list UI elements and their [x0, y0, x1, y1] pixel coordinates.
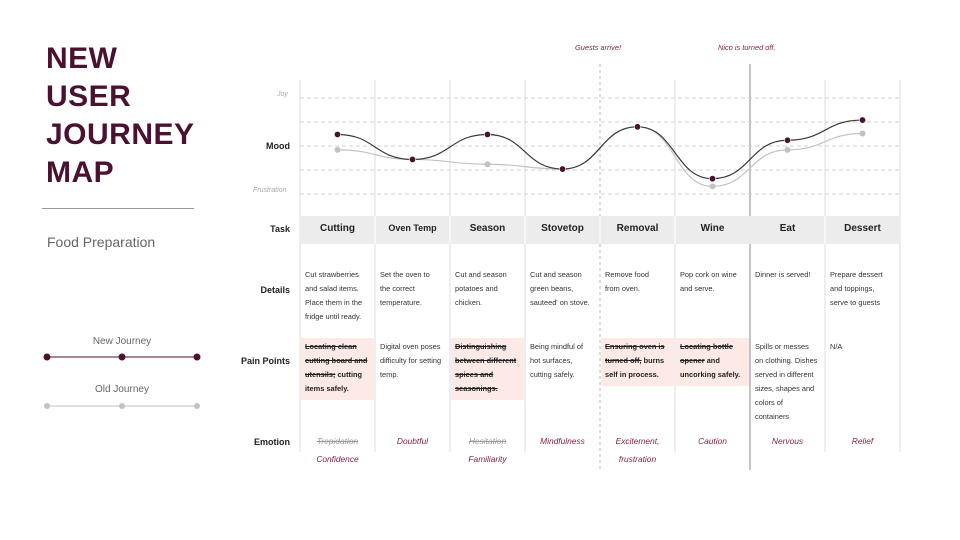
page-title: NEW USER JOURNEY MAP: [46, 40, 226, 192]
task-season: Season: [469, 223, 506, 234]
task-wine: Wine: [700, 223, 725, 234]
legend-old-line: [44, 403, 200, 409]
pain-eat: Spills or messes on clothing. Dishes serve…: [755, 342, 818, 421]
row-label-pain: Pain Points: [240, 356, 290, 366]
guests-arrive-note: Guests arrive!: [575, 43, 622, 52]
emotion-eat: Nervous: [771, 436, 804, 446]
title-line: MAP: [46, 156, 115, 189]
frustration-axis-label: Frustration: [253, 187, 287, 194]
title-divider: [42, 208, 194, 209]
legend-old-label: Old Journey: [95, 384, 149, 395]
row-label-details: Details: [260, 285, 290, 295]
details-oven-temp: Set the oven to the correct temperature.: [380, 270, 430, 307]
new-journey-line: [337, 119, 863, 180]
pain-removal: Ensuring oven is turned off, burns self …: [605, 342, 665, 379]
pain-dessert: N/A: [830, 342, 843, 351]
old-journey-point: [859, 130, 866, 137]
emotion-oven-temp: Doubtful: [396, 436, 429, 446]
joy-axis-label: Joy: [277, 91, 288, 98]
new-journey-point: [783, 136, 791, 144]
details-wine: Pop cork on wine and serve.: [680, 270, 737, 293]
nico-turned-off-note: Nico is turned off.: [718, 43, 776, 52]
column-separators: [299, 80, 901, 452]
row-label-emotion: Emotion: [254, 437, 290, 447]
emotion-dessert: Relief: [851, 436, 874, 446]
emotion-removal: Excitement,: [615, 436, 660, 446]
mood-chart: [333, 116, 866, 190]
pain-wine: Locating bottle opener and uncorking saf…: [680, 342, 741, 379]
new-journey-point: [408, 155, 416, 163]
emotion-removal-2: frustration: [618, 454, 657, 464]
details-dessert: Prepare dessert and toppings, serve to gue…: [830, 270, 883, 307]
pain-season: Distinguishing between different spices an…: [455, 342, 517, 393]
pain-oven-temp: Digital oven poses difficulty for setting…: [380, 342, 442, 379]
details-eat: Dinner is served!: [755, 270, 811, 279]
details-stovetop: Cut and season green beans, sauteed' on st…: [530, 270, 590, 307]
task-cutting: Cutting: [320, 223, 355, 234]
new-journey-point: [483, 130, 491, 138]
task-stovetop: Stovetop: [541, 223, 584, 234]
legend-new-line: [43, 353, 201, 361]
task-removal: Removal: [616, 223, 659, 234]
old-journey-point: [709, 183, 716, 190]
task-dessert: Dessert: [844, 223, 881, 234]
old-journey-point: [484, 161, 491, 168]
details-removal: Remove food from oven.: [605, 270, 649, 293]
mood-gridlines: [300, 97, 900, 195]
emotion-wine: Caution: [698, 436, 727, 446]
task-oven-temp: Oven Temp: [388, 223, 437, 233]
title-line: NEW: [46, 42, 118, 75]
task-eat: Eat: [779, 223, 796, 234]
emotion-old-cutting: Trepidation: [316, 436, 359, 446]
row-label-task: Task: [270, 224, 290, 234]
new-journey-point: [333, 130, 341, 138]
row-label-mood: Mood: [266, 141, 290, 151]
details-cutting: Cut strawberries and salad items. Place th…: [305, 270, 363, 321]
new-journey-point: [858, 116, 866, 124]
new-journey-point: [558, 165, 566, 173]
emotion-old-season: Hesitation: [468, 436, 507, 446]
page-subtitle: Food Preparation: [47, 234, 156, 250]
details-season: Cut and season potatoes and chicken.: [455, 270, 507, 307]
title-line: JOURNEY: [46, 118, 195, 151]
pain-stovetop: Being mindful of hot surfaces, cutting saf…: [530, 342, 583, 379]
new-journey-point: [708, 175, 716, 183]
legend-new-label: New Journey: [92, 336, 152, 347]
pain-highlights: [301, 338, 749, 400]
emotion-new-cutting: Confidence: [316, 454, 359, 464]
old-journey-point: [784, 146, 791, 153]
old-journey-point: [334, 146, 341, 153]
new-journey-point: [633, 123, 641, 131]
title-line: USER: [46, 80, 132, 113]
emotion-stovetop: Mindfulness: [540, 436, 585, 446]
pain-cutting: Locating clean cutting board and utensil…: [305, 342, 368, 393]
emotion-new-season: Familiarity: [468, 454, 507, 464]
